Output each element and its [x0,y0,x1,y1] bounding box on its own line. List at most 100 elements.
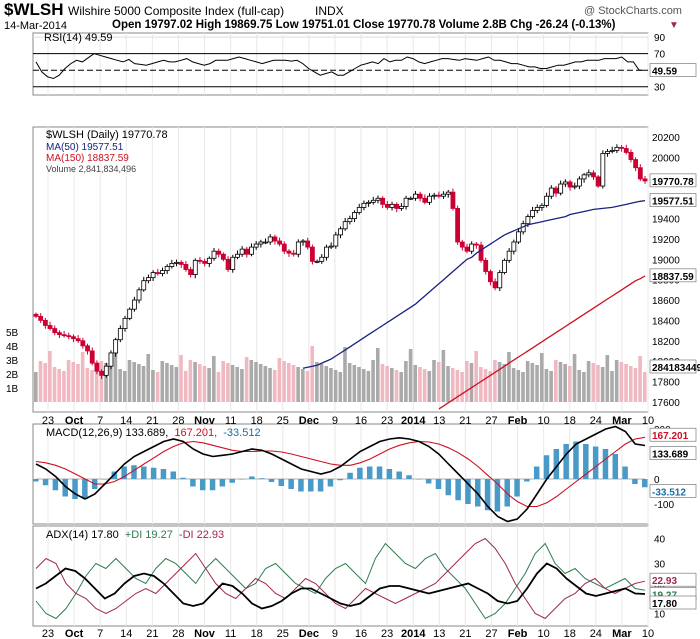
ma150-line [438,275,646,410]
volume-bar [474,351,478,402]
volume-bar [432,360,436,402]
x-axis-label: 23 [42,415,54,427]
x-axis-label: 23 [381,628,393,639]
candle-body [595,176,601,187]
macd-histogram-bar [533,466,540,479]
volume-bar [446,366,450,402]
macd-histogram-bar [514,479,520,497]
volume-bar [212,356,216,402]
rsi-panel [32,32,649,96]
candle-body [47,325,53,329]
volume-bar [310,346,314,402]
volume-bar [151,370,155,402]
candle-body [609,150,615,152]
candle-body [192,259,198,275]
x-axis-label: 24 [590,628,602,639]
candle-body [286,250,292,254]
candle-body [455,208,461,243]
candle-body [263,241,268,244]
volume-bar [628,366,633,402]
x-axis-label: 2014 [401,628,426,639]
candle-body [183,264,189,270]
candle-body [216,250,222,255]
candle-body [370,199,376,203]
volume-bar [380,364,385,402]
volume-bar [319,364,324,402]
volume-bar [422,369,427,402]
candle-body [38,315,44,321]
volume-bar [614,360,619,402]
volume-bar [99,361,104,402]
x-axis-label: 18 [564,415,576,427]
x-axis-label: 2014 [401,415,426,427]
macd-histogram-bar [288,479,294,489]
volume-bar [479,367,483,402]
volume-bar [296,367,300,402]
macd-histogram-bar [357,467,363,479]
candle-body [539,204,545,208]
price-tick-label: 17800 [652,377,680,388]
x-axis-label: 25 [277,415,289,427]
candle-body [553,187,559,194]
volume-bar [333,370,338,402]
volume-bar [638,356,642,402]
x-axis-label: 14 [120,415,132,427]
candle-body [431,194,437,197]
candle-body [445,191,451,195]
candle-body [408,197,414,200]
candle-body [225,258,231,270]
macd-label: MACD(12,26,9) 133.689, 167.201, -33.512 [46,427,261,439]
volume-bar [404,361,408,402]
macd-histogram-bar [268,479,275,482]
macd-histogram-bar [121,466,127,479]
macd-histogram-bar [141,466,147,479]
price-tick-label: 18600 [652,296,680,307]
candle-body [89,350,95,364]
candle-body [99,370,104,376]
candle-body [155,272,161,274]
volume-bar [127,360,132,402]
macd-histogram-bar [484,479,491,511]
macd-histogram-bar [337,479,343,481]
volume-bar [343,347,347,402]
price-tick-label: 20200 [652,133,680,144]
candle-body [488,271,493,283]
candle-body [164,266,170,271]
candle-body [253,243,259,248]
candle-body [567,181,573,188]
macd-histogram-bar [72,479,78,499]
candle-body [459,241,465,248]
macd-histogram-bar [592,446,599,479]
macd-histogram-bar [553,449,560,479]
x-axis-label: 14 [120,628,132,639]
candle-body [61,334,67,337]
candle-body [57,332,62,336]
candle-body [127,308,133,319]
adx-tick-label: 10 [654,610,666,621]
candle-body [483,259,489,272]
x-axis-label: 11 [225,628,236,639]
macd-signal-line [35,436,646,508]
candle-body [389,203,395,208]
candle-body [324,246,329,258]
volume-bar [80,352,85,402]
candle-body [281,243,287,252]
candle-body [197,259,203,262]
volume-bar [352,365,357,402]
candle-body [314,260,320,263]
volume-bar [643,372,647,402]
x-axis-label: 18 [251,628,263,639]
volume-bar [202,366,207,402]
candle-body [591,172,596,178]
volume-bar [57,369,62,402]
candle-body [525,216,531,225]
candle-body [94,362,100,372]
chg-down-marker: ▼ [669,20,679,31]
volume-bar [633,368,638,402]
candle-body [502,259,507,273]
x-axis-label: Mar [612,628,632,639]
candle-body [464,246,470,252]
candle-body [244,248,250,255]
volume-bar [366,371,371,402]
candle-body [131,299,137,310]
